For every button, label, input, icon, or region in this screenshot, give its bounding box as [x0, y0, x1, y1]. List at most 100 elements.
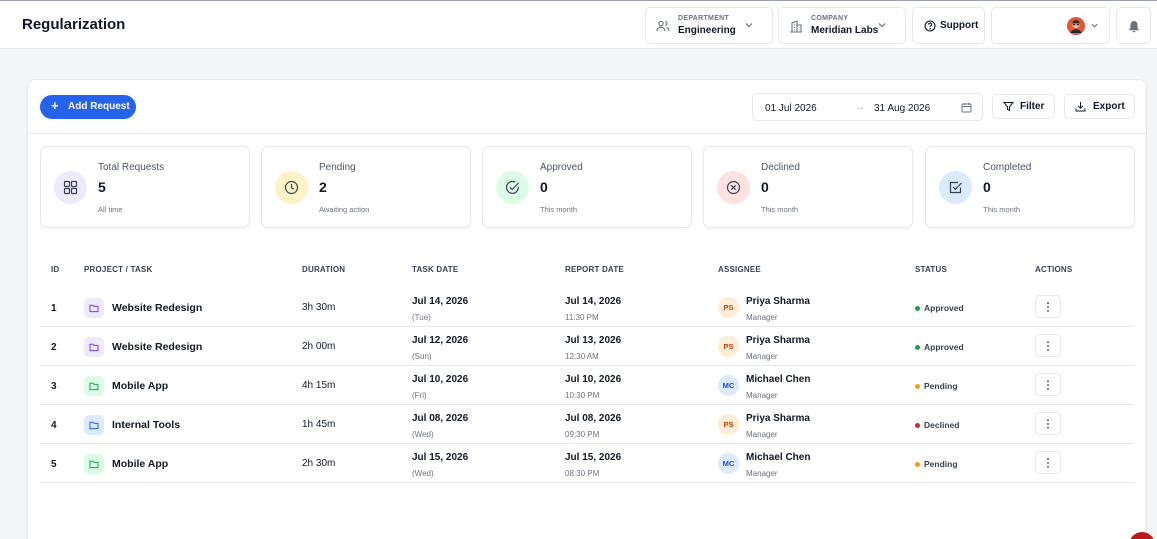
- stat-value: 5: [98, 179, 106, 195]
- col-header-project[interactable]: PROJECT / TASK: [84, 265, 153, 274]
- company-value: Meridian Labs: [811, 25, 879, 36]
- report-date: Jul 14, 2026: [565, 296, 622, 307]
- status-badge: Pending: [924, 459, 958, 469]
- stat-card-completed: Completed 0 This month: [925, 146, 1135, 228]
- chevron-down-icon: [1091, 23, 1098, 28]
- table-row[interactable]: 1 Website Redesign 3h 30m Jul 14, 2026 (Tue)…: [40, 288, 1134, 327]
- more-vertical-icon: [1047, 302, 1049, 312]
- stat-card-total: Total Requests 5 All time: [40, 146, 250, 228]
- duration: 2h 30m: [302, 458, 336, 469]
- stat-sub: This month: [761, 205, 799, 214]
- department-selector[interactable]: DEPARTMENT Engineering: [645, 7, 773, 44]
- company-label: COMPANY: [811, 15, 849, 22]
- report-date: Jul 10, 2026: [565, 374, 622, 385]
- col-header-assignee[interactable]: ASSIGNEE: [718, 265, 761, 274]
- assignee-name: Priya Sharma: [746, 413, 810, 424]
- stat-label: Total Requests: [98, 162, 165, 173]
- col-header-task-date[interactable]: TASK DATE: [412, 265, 459, 274]
- assignee-avatar: MC: [718, 375, 739, 396]
- report-time: 11:30 PM: [565, 313, 599, 322]
- plus-icon: +: [51, 98, 59, 113]
- clock-icon: [284, 180, 299, 195]
- report-time: 08:30 PM: [565, 469, 600, 478]
- date-from[interactable]: 01 Jul 2026: [765, 103, 817, 114]
- col-header-duration[interactable]: DURATION: [302, 265, 346, 274]
- company-selector[interactable]: COMPANY Meridian Labs: [778, 7, 906, 44]
- row-actions-button[interactable]: [1035, 412, 1061, 435]
- assignee-name: Priya Sharma: [746, 335, 810, 346]
- task-day: (Wed): [412, 430, 434, 439]
- assignee-name: Michael Chen: [746, 374, 811, 385]
- filter-label: Filter: [1020, 101, 1045, 112]
- row-actions-button[interactable]: [1035, 373, 1061, 396]
- duration: 1h 45m: [302, 419, 336, 430]
- stat-card-declined: Declined 0 This month: [703, 146, 913, 228]
- filter-button[interactable]: Filter: [992, 94, 1055, 119]
- row-actions-button[interactable]: [1035, 334, 1061, 357]
- report-time: 10:30 PM: [565, 391, 600, 400]
- task-date: Jul 08, 2026: [412, 413, 469, 424]
- col-header-id[interactable]: ID: [51, 265, 60, 274]
- help-circle-icon: [924, 20, 936, 32]
- report-time: 12:30 AM: [565, 352, 599, 361]
- user-menu[interactable]: [991, 7, 1110, 44]
- report-date: Jul 13, 2026: [565, 335, 622, 346]
- table-row[interactable]: 5 Mobile App 2h 30m Jul 15, 2026 (Wed) Jul 15…: [40, 444, 1134, 483]
- row-id: 1: [51, 303, 57, 314]
- row-actions-button[interactable]: [1035, 295, 1061, 318]
- grid-icon: [63, 180, 78, 195]
- task-day: (Wed): [412, 469, 434, 478]
- report-date: Jul 08, 2026: [565, 413, 622, 424]
- top-bar: Regularization DEPARTMENT Engineering CO…: [0, 0, 1157, 49]
- status-dot: [915, 462, 920, 467]
- date-to[interactable]: 31 Aug 2026: [874, 103, 931, 114]
- project-name: Mobile App: [112, 380, 169, 392]
- stat-label: Pending: [319, 162, 356, 173]
- add-request-button[interactable]: + Add Request: [40, 95, 136, 119]
- calendar-icon[interactable]: [961, 102, 972, 113]
- folder-icon: [89, 382, 99, 391]
- status-badge: Approved: [924, 342, 964, 352]
- project-name: Website Redesign: [112, 302, 203, 314]
- folder-icon: [89, 343, 99, 352]
- arrow-right-icon: →: [855, 102, 865, 113]
- stat-sub: All time: [98, 205, 123, 214]
- table-row[interactable]: 3 Mobile App 4h 15m Jul 10, 2026 (Fri) Jul 10…: [40, 366, 1134, 405]
- col-header-report-date[interactable]: REPORT DATE: [565, 265, 624, 274]
- assignee-role: Manager: [746, 352, 778, 361]
- more-vertical-icon: [1047, 380, 1049, 390]
- stat-sub: This month: [540, 205, 578, 214]
- assignee-role: Manager: [746, 430, 778, 439]
- building-icon: [790, 20, 802, 33]
- status-dot: [915, 423, 920, 428]
- download-icon: [1075, 102, 1086, 112]
- folder-icon-badge: [84, 415, 104, 435]
- support-button[interactable]: Support: [912, 7, 985, 44]
- stat-icon-bg: [496, 171, 529, 204]
- row-actions-button[interactable]: [1035, 451, 1061, 474]
- row-id: 2: [51, 342, 57, 353]
- table-row[interactable]: 2 Website Redesign 2h 00m Jul 12, 2026 (Sun)…: [40, 327, 1134, 366]
- project-name: Internal Tools: [112, 419, 181, 431]
- add-request-label: Add Request: [68, 101, 130, 112]
- table-row[interactable]: 4 Internal Tools 1h 45m Jul 08, 2026 (Wed) Ju…: [40, 405, 1134, 444]
- assignee-name: Michael Chen: [746, 452, 811, 463]
- notifications-button[interactable]: [1116, 7, 1151, 44]
- duration: 2h 00m: [302, 341, 336, 352]
- folder-icon-badge: [84, 454, 104, 474]
- project-name: Website Redesign: [112, 341, 203, 353]
- stat-value: 0: [540, 179, 548, 195]
- users-icon: [656, 20, 670, 32]
- stat-label: Completed: [983, 162, 1032, 173]
- export-button[interactable]: Export: [1064, 94, 1135, 119]
- date-range-picker[interactable]: 01 Jul 2026 → 31 Aug 2026: [752, 93, 983, 121]
- row-id: 4: [51, 420, 57, 431]
- status-dot: [915, 306, 920, 311]
- stat-icon-bg: [54, 171, 87, 204]
- page-title: Regularization: [22, 16, 126, 33]
- task-date: Jul 14, 2026: [412, 296, 469, 307]
- floating-action-button[interactable]: [1129, 532, 1155, 539]
- task-date: Jul 15, 2026: [412, 452, 469, 463]
- col-header-status[interactable]: STATUS: [915, 265, 948, 274]
- row-id: 5: [51, 459, 57, 470]
